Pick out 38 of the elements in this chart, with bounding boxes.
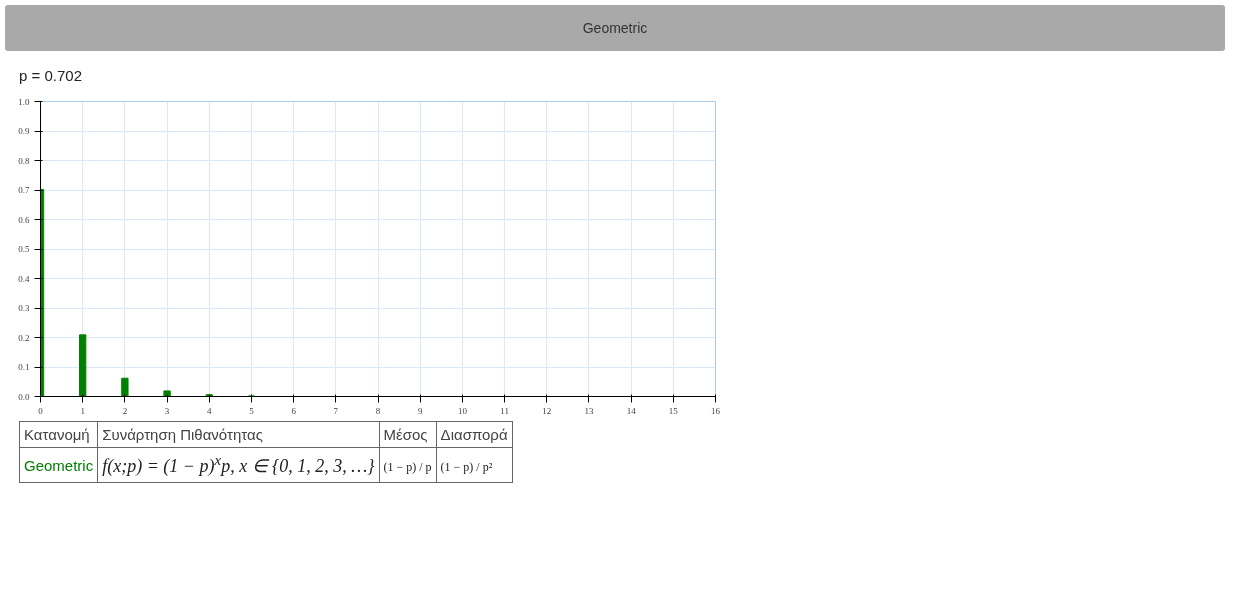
x-tick-label: 12 — [542, 405, 552, 416]
text: Geometric — [24, 456, 94, 474]
x-tick-label: 14 — [626, 405, 637, 416]
y-tick-label: 0.2 — [18, 332, 30, 343]
x-tick-label: 15 — [668, 405, 679, 416]
y-tick-label: 0.0 — [18, 391, 30, 402]
text: Μέσος — [379, 421, 437, 448]
x-tick-label: 1 — [80, 405, 85, 416]
x-tick-label: 16 — [711, 405, 721, 416]
x-tick-label: 7 — [333, 405, 339, 416]
text: f(x;p) = (1 − p)$^{x}$p, x ∈ {0, 1, 2, 3, …} — [102, 452, 375, 477]
chart-title: Geometric — [5, 5, 1225, 51]
x-tick-label: 5 — [249, 405, 255, 416]
x-tick-label: 13 — [584, 405, 594, 416]
text: Κατανομή — [19, 421, 98, 448]
y-tick-label: 0.8 — [18, 155, 30, 166]
y-tick-label: 0.3 — [18, 303, 30, 313]
y-tick-label: 0.4 — [18, 273, 30, 284]
y-tick-label: 0.1 — [18, 362, 30, 372]
y-tick-label: 0.9 — [18, 126, 30, 136]
text: (1 − p) / p² — [440, 459, 493, 474]
y-tick-label: 0.5 — [18, 244, 30, 254]
text: (1 − p) / p — [383, 459, 432, 474]
x-tick-label: 0 — [38, 405, 44, 416]
x-tick-label: 2 — [122, 405, 128, 416]
y-tick-label: 0.6 — [18, 214, 30, 225]
x-tick-label: 11 — [500, 405, 509, 416]
x-tick-label: 10 — [457, 405, 468, 416]
x-tick-label: 3 — [164, 405, 170, 416]
y-tick-label: 0.7 — [18, 185, 30, 195]
x-tick-label: 9 — [417, 405, 423, 416]
text: Συνάρτηση Πιθανότητας — [97, 421, 380, 448]
y-tick-label: 1.0 — [18, 96, 30, 107]
x-tick-label: 4 — [207, 405, 212, 416]
x-tick-label: 8 — [375, 405, 381, 416]
text: Διασπορά — [436, 421, 513, 448]
x-tick-label: 6 — [291, 405, 297, 416]
text: p = 0.702 — [18, 66, 82, 86]
